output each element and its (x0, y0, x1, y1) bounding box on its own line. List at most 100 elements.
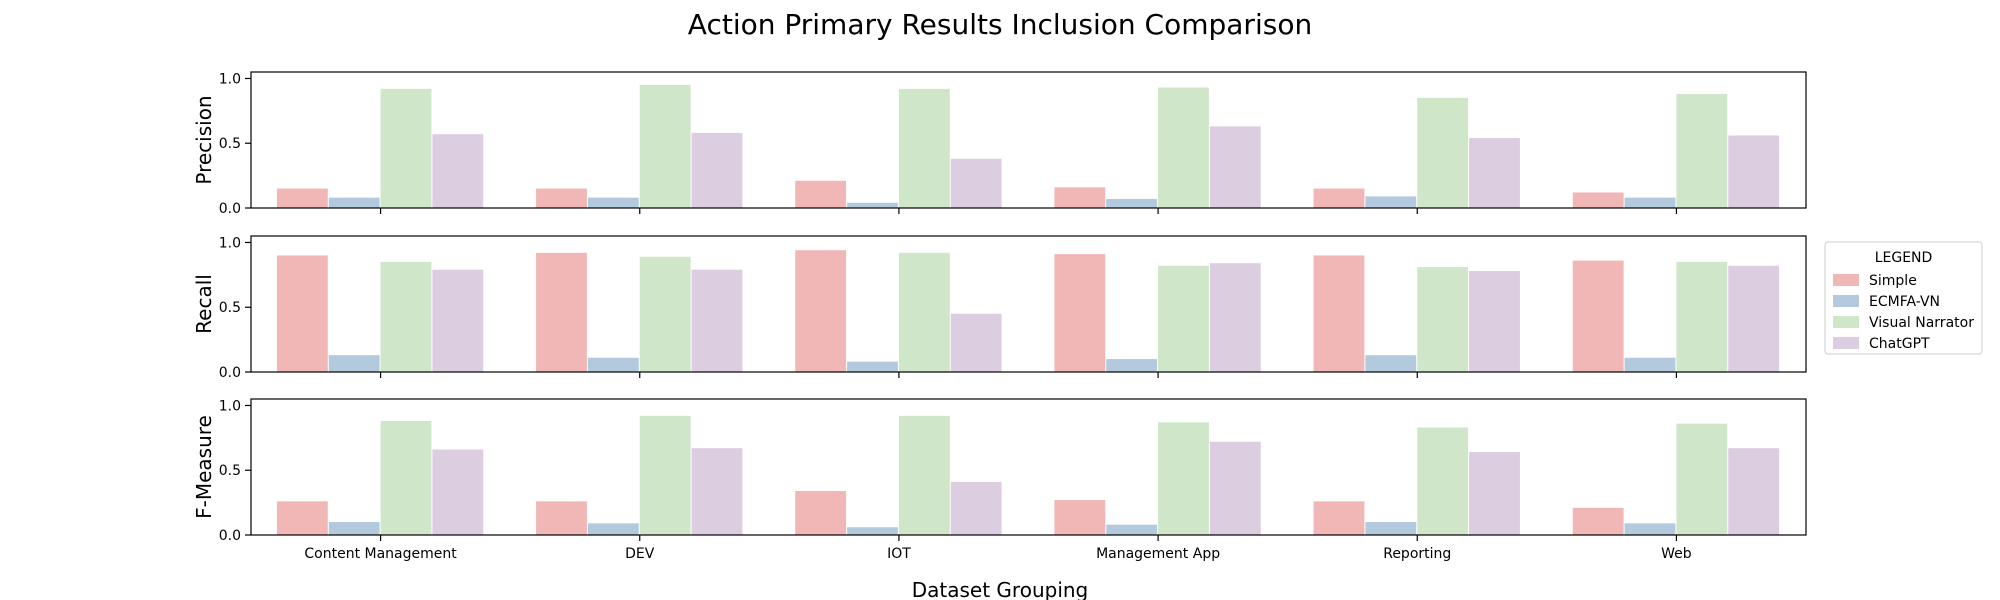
bar (432, 269, 484, 372)
y-axis-label: Recall (192, 274, 216, 334)
bar (691, 448, 743, 535)
bar (1365, 522, 1417, 535)
bar (847, 202, 898, 208)
bar (1209, 441, 1261, 535)
bar (1106, 359, 1158, 372)
panels: 0.00.51.0Precision0.00.51.0Recall0.00.51… (192, 71, 1807, 562)
legend-swatch (1833, 295, 1859, 307)
legend-entry: ECMFA-VN (1869, 294, 1940, 310)
bar (1572, 260, 1624, 372)
bar (1106, 198, 1158, 208)
bar (380, 261, 432, 372)
bar (587, 523, 639, 535)
y-tick-label: 0.5 (219, 136, 241, 152)
bar (1624, 523, 1676, 535)
bar (1624, 357, 1676, 372)
bar (795, 180, 847, 208)
panel-recall: 0.0 0.5 1.0 Recall (192, 235, 1807, 381)
legend-swatch (1833, 316, 1859, 328)
bar (536, 501, 587, 535)
bar (1313, 255, 1365, 372)
bar (1728, 265, 1780, 372)
bar (1209, 126, 1261, 208)
bar (1572, 507, 1624, 535)
bar (276, 501, 328, 535)
legend: LEGEND Simple ECMFA-VN Visual Narrator ChatG… (1824, 241, 1983, 355)
x-tick-label: Reporting (1383, 546, 1451, 562)
bar (1106, 524, 1158, 535)
bar (1676, 94, 1728, 208)
bar (691, 269, 743, 372)
bar (587, 357, 639, 372)
x-tick-label: Management App (1096, 546, 1220, 562)
y-axis-label: Precision (192, 95, 216, 184)
bar (1417, 427, 1469, 535)
plot-frame (250, 71, 1807, 209)
y-tick-label: 0.5 (219, 300, 241, 316)
y-tick-label: 1.0 (219, 71, 241, 87)
bar (1158, 87, 1209, 208)
bar (328, 522, 380, 535)
bar (1313, 501, 1365, 535)
bar (1676, 423, 1728, 535)
bar (639, 256, 691, 372)
bar (898, 88, 950, 208)
y-tick-label: 0.0 (219, 201, 241, 217)
bar (1313, 188, 1365, 208)
bar (639, 415, 691, 535)
bar (587, 197, 639, 208)
bar (1469, 270, 1520, 372)
bar (1365, 196, 1417, 208)
x-tick-label: IOT (887, 546, 911, 562)
bar (536, 188, 587, 208)
bar (1728, 135, 1780, 208)
bar (1158, 265, 1209, 372)
bar (950, 481, 1002, 535)
legend-swatch (1833, 274, 1859, 286)
bar (276, 188, 328, 208)
bar (380, 88, 432, 208)
bar (1469, 138, 1520, 208)
y-axis-label: F-Measure (192, 415, 216, 519)
bar (639, 84, 691, 208)
bar (328, 355, 380, 372)
bar (1728, 448, 1780, 535)
legend-box (1824, 241, 1983, 355)
bar (328, 197, 380, 208)
bar (1054, 500, 1106, 535)
bar (432, 449, 484, 535)
legend-entry: ChatGPT (1869, 336, 1930, 352)
legend-entry: Simple (1869, 273, 1917, 289)
bar (1158, 422, 1209, 535)
legend-title: LEGEND (1875, 250, 1933, 266)
bar (1209, 263, 1261, 372)
bar (1365, 355, 1417, 372)
bar (847, 527, 898, 535)
x-axis-label: Dataset Grouping (912, 578, 1089, 600)
x-tick-label: Web (1661, 546, 1692, 562)
bar (1417, 97, 1469, 208)
bar (276, 255, 328, 372)
bar (536, 252, 587, 372)
y-tick-label: 0.5 (219, 463, 241, 479)
bar (847, 361, 898, 372)
bar (1054, 187, 1106, 208)
y-tick-label: 0.0 (219, 365, 241, 381)
bar (691, 132, 743, 208)
y-tick-label: 0.0 (219, 528, 241, 544)
legend-swatch (1833, 337, 1859, 349)
plot-frame (250, 235, 1807, 373)
bar (380, 421, 432, 535)
bar (795, 250, 847, 372)
bar (795, 490, 847, 535)
x-tick-label: DEV (625, 546, 655, 562)
bar (1676, 261, 1728, 372)
x-tick-label: Content Management (304, 546, 457, 562)
legend-entry: Visual Narrator (1869, 315, 1974, 331)
bar (1469, 452, 1520, 535)
chart-title: Action Primary Results Inclusion Compari… (688, 8, 1312, 41)
bar (1054, 254, 1106, 372)
bar (898, 252, 950, 372)
